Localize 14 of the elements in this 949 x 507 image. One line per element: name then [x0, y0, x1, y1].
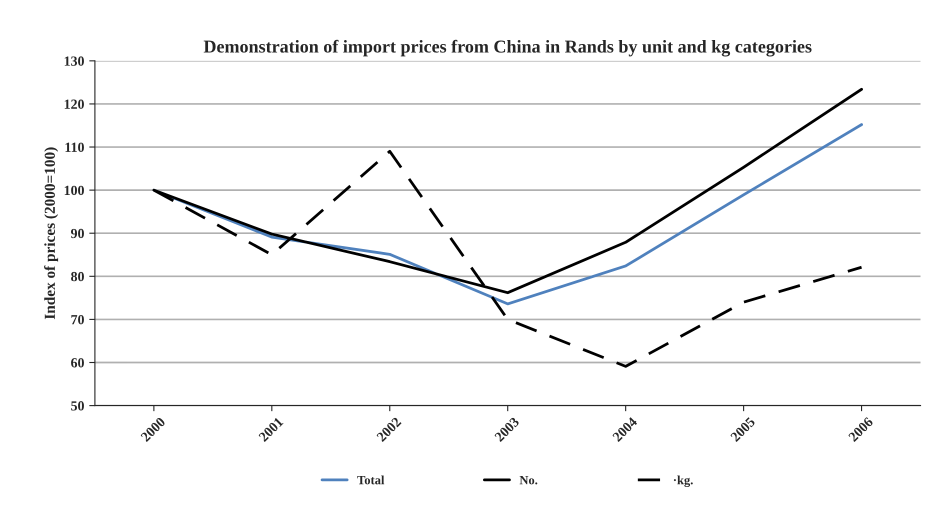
y-tick-label: 50: [71, 401, 84, 411]
legend-label: No.: [520, 476, 538, 484]
y-tick-label: 60: [71, 358, 84, 368]
y-tick-label: 100: [64, 186, 84, 196]
y-tick-label: 120: [64, 100, 84, 109]
y-tick-label: 90: [70, 228, 84, 238]
chart-title: Demonstration of import prices from China in Rands by unit and kg categories: [204, 40, 812, 56]
y-tick-label: 130: [64, 56, 84, 66]
y-tick-label: 70: [71, 314, 84, 324]
y-tick-label: 110: [66, 142, 84, 152]
legend-label: Total: [357, 476, 384, 484]
y-tick-label: 80: [71, 272, 84, 282]
y-axis-title: Index of prices (2000=100): [44, 147, 58, 320]
legend-label: ·kg.: [674, 476, 693, 487]
